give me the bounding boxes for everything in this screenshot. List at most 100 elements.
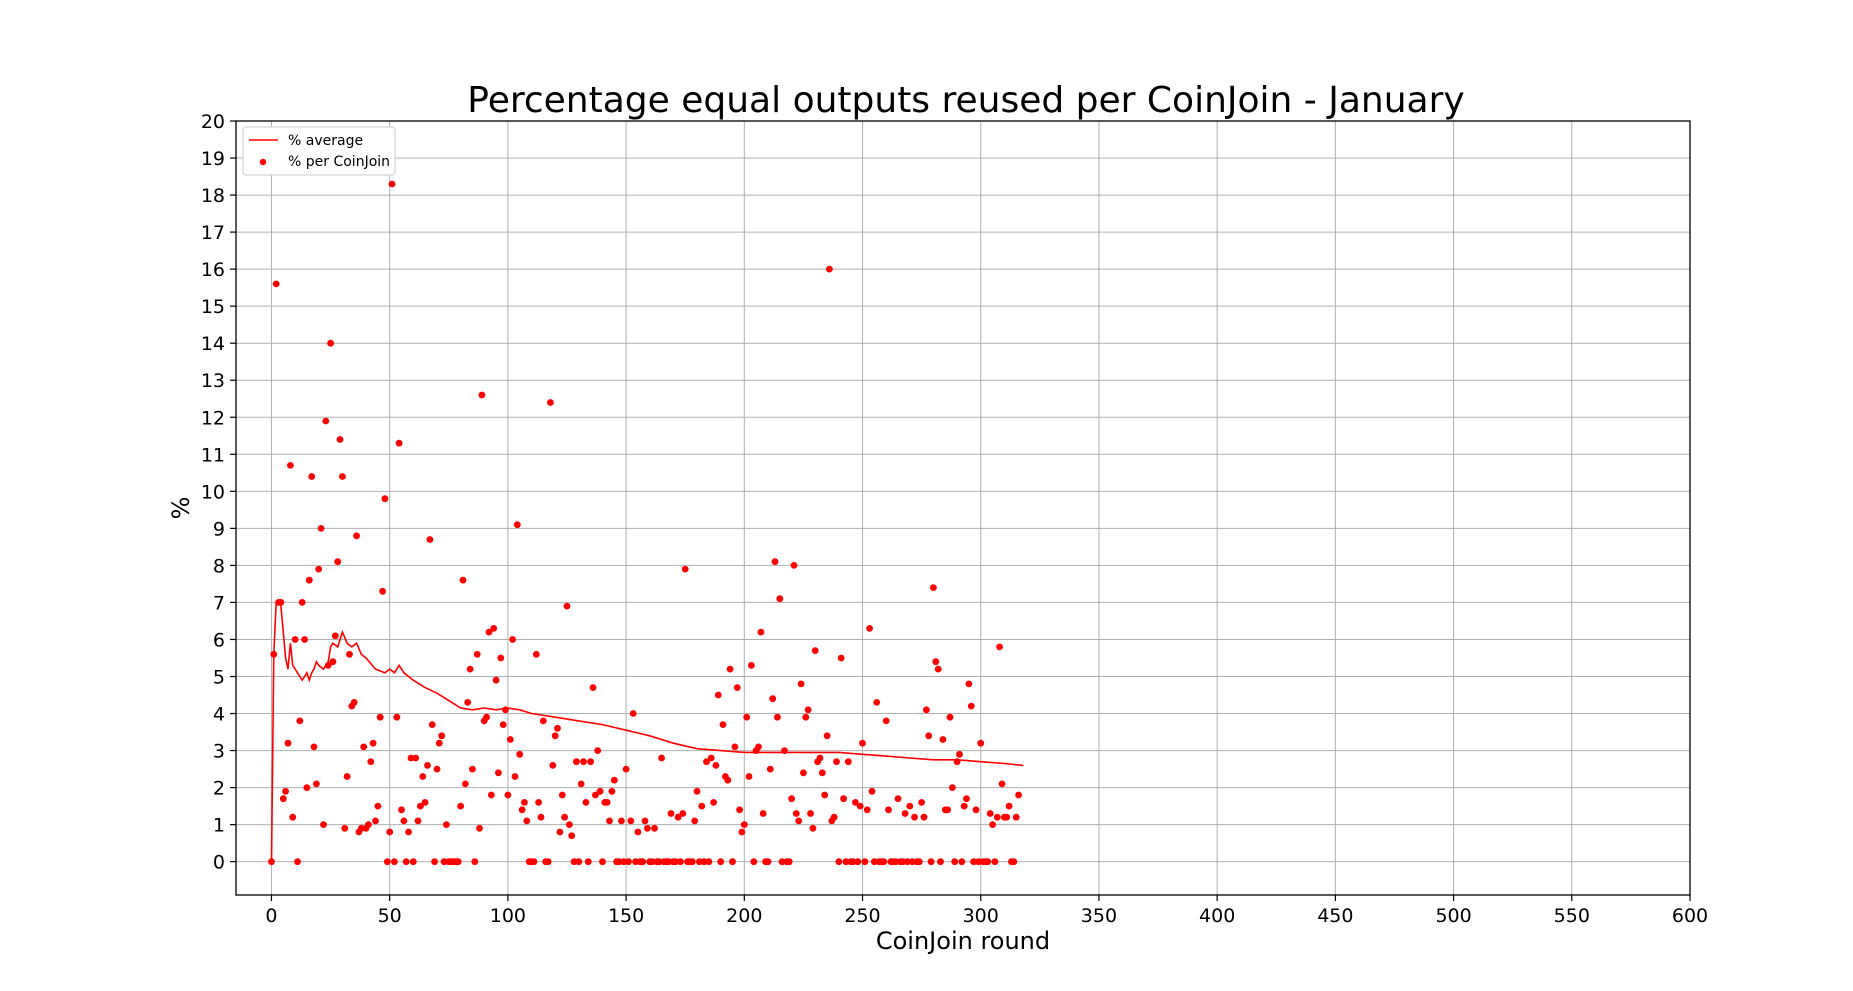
- coinjoin-point: [925, 732, 933, 740]
- coinjoin-point: [334, 558, 342, 566]
- coinjoin-point: [677, 858, 684, 866]
- coinjoin-point: [1012, 813, 1020, 821]
- coinjoin-point: [398, 806, 405, 814]
- coinjoin-point: [549, 762, 557, 769]
- coinjoin-point: [478, 391, 486, 399]
- coinjoin-point: [343, 773, 351, 780]
- coinjoin-point: [743, 713, 751, 721]
- coinjoin-point: [622, 765, 630, 773]
- coinjoin-point: [580, 758, 587, 766]
- coinjoin-point: [899, 858, 907, 866]
- coinjoin-point: [774, 713, 781, 721]
- coinjoin-point: [535, 799, 542, 806]
- coinjoin-point: [409, 858, 417, 866]
- coinjoin-point: [696, 858, 703, 866]
- coinjoin-point: [738, 828, 746, 836]
- coinjoin-point: [417, 802, 424, 810]
- coinjoin-point: [691, 817, 699, 825]
- coinjoin-point: [464, 699, 472, 706]
- y-tick-label: 19: [201, 148, 225, 170]
- coinjoin-point: [589, 684, 597, 691]
- coinjoin-point: [923, 706, 930, 714]
- coinjoin-point: [270, 650, 278, 658]
- coinjoin-point: [341, 824, 349, 832]
- coinjoin-point: [714, 691, 722, 699]
- y-tick-label: 11: [201, 444, 225, 466]
- coinjoin-point: [374, 802, 382, 810]
- coinjoin-point: [998, 780, 1006, 788]
- coinjoin-point: [329, 658, 337, 666]
- coinjoin-point: [809, 824, 817, 832]
- coinjoin-point: [866, 625, 873, 632]
- y-tick-label: 10: [201, 481, 225, 503]
- coinjoin-point: [353, 532, 360, 540]
- coinjoin-point: [324, 662, 332, 669]
- x-tick-label: 550: [1554, 905, 1590, 927]
- coinjoin-point: [707, 754, 715, 762]
- coinjoin-point: [1010, 858, 1018, 866]
- coinjoin-point: [766, 765, 774, 773]
- coinjoin-point: [395, 439, 403, 447]
- x-tick-label: 150: [608, 905, 644, 927]
- coinjoin-point: [1015, 791, 1022, 799]
- coinjoin-point: [807, 810, 814, 817]
- coinjoin-point: [402, 858, 410, 866]
- coinjoin-point: [587, 758, 594, 766]
- coinjoin-point: [575, 858, 583, 866]
- coinjoin-point: [785, 858, 793, 866]
- coinjoin-point: [497, 654, 505, 662]
- coinjoin-point: [906, 802, 914, 810]
- chart-title: Percentage equal outputs reused per Coin…: [467, 80, 1464, 121]
- coinjoin-point: [466, 665, 474, 673]
- coinjoin-point: [296, 717, 304, 725]
- coinjoin-point: [949, 784, 956, 791]
- coinjoin-point: [327, 339, 334, 347]
- coinjoin-point: [705, 858, 713, 866]
- coinjoin-point: [610, 776, 618, 784]
- coinjoin-point: [835, 858, 843, 866]
- coinjoin-point: [558, 791, 566, 799]
- coinjoin-point: [606, 817, 613, 825]
- y-tick-label: 5: [213, 667, 225, 689]
- coinjoin-point: [859, 739, 866, 747]
- coinjoin-point: [901, 810, 909, 817]
- coinjoin-point: [320, 821, 327, 828]
- coinjoin-point: [547, 399, 554, 406]
- y-tick-label: 15: [201, 296, 225, 318]
- coinjoin-point: [556, 828, 564, 836]
- coinjoin-point: [818, 769, 826, 777]
- coinjoin-point: [386, 828, 394, 836]
- coinjoin-point: [331, 632, 339, 640]
- coinjoin-point: [736, 806, 743, 814]
- coinjoin-point: [745, 773, 753, 780]
- coinjoin-point: [932, 658, 940, 666]
- coinjoin-point: [854, 858, 862, 866]
- coinjoin-point: [769, 695, 777, 703]
- coinjoin-point: [655, 858, 663, 866]
- coinjoin-point: [360, 743, 368, 751]
- grid: [236, 120, 1691, 895]
- coinjoin-point: [315, 565, 323, 573]
- coinjoin-point: [977, 739, 985, 747]
- coinjoin-point: [688, 858, 696, 866]
- y-tick-label: 1: [213, 815, 225, 837]
- coinjoin-point: [322, 417, 330, 425]
- coinjoin-point: [885, 806, 892, 814]
- coinjoin-point: [918, 799, 925, 806]
- coinjoin-point: [506, 736, 514, 743]
- coinjoin-point: [471, 858, 479, 866]
- coinjoin-point: [748, 662, 755, 669]
- coinjoin-point: [849, 858, 857, 866]
- coinjoin-point: [927, 858, 935, 866]
- y-tick-label: 6: [213, 629, 225, 651]
- x-tick-label: 400: [1199, 905, 1235, 927]
- coinjoin-point: [984, 858, 992, 866]
- coinjoin-point: [336, 436, 344, 443]
- coinjoin-point: [457, 802, 464, 810]
- coinjoin-point: [712, 762, 720, 769]
- coinjoin-point: [294, 858, 301, 866]
- x-tick-label: 450: [1317, 905, 1353, 927]
- coinjoin-point: [963, 795, 970, 803]
- coinjoin-point: [473, 650, 481, 658]
- coinjoin-point: [383, 858, 391, 866]
